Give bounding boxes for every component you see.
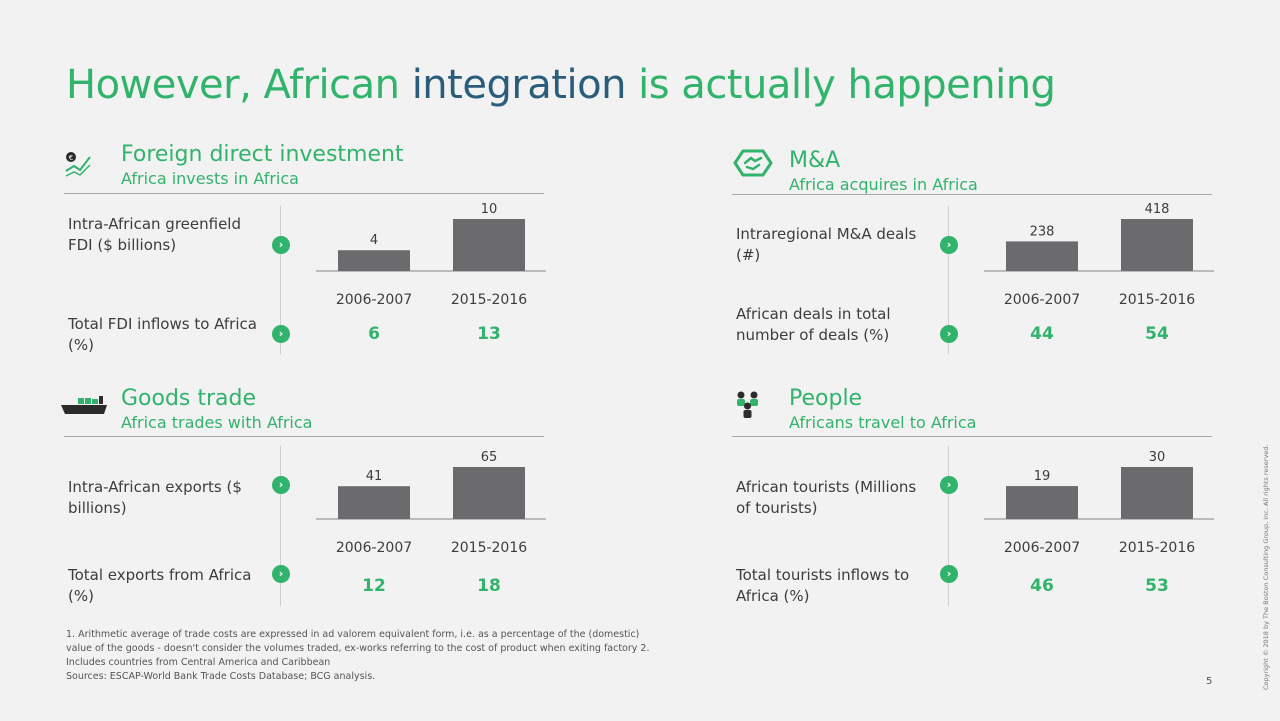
row-label: Total FDI inflows to Africa (%) bbox=[68, 315, 257, 354]
footnote-line: 1. Arithmetic average of trade costs are… bbox=[66, 629, 640, 640]
x-tick-label: 2006-2007 bbox=[336, 540, 412, 556]
arrow-icon: › bbox=[272, 565, 290, 583]
data-label: 30 bbox=[1149, 450, 1166, 465]
panel-divider bbox=[732, 194, 1212, 195]
x-tick-label: 2006-2007 bbox=[1004, 292, 1080, 308]
bar-chart: 238 2006-2007 418 2015-2016 bbox=[984, 202, 1214, 308]
panel-divider bbox=[64, 193, 544, 194]
footnote-line: Sources: ESCAP-World Bank Trade Costs Da… bbox=[66, 671, 376, 682]
vertical-separator bbox=[280, 446, 281, 606]
data-label: 238 bbox=[1030, 224, 1055, 239]
footnote: 1. Arithmetic average of trade costs are… bbox=[66, 628, 846, 684]
data-label: 418 bbox=[1145, 202, 1170, 217]
slide-title: However, African integration is actually… bbox=[66, 62, 1056, 108]
bar-chart: 19 2006-2007 30 2015-2016 bbox=[984, 450, 1214, 556]
data-label: 65 bbox=[481, 450, 498, 465]
percent-value: 46 bbox=[1030, 576, 1054, 596]
percent-value: 12 bbox=[362, 576, 386, 596]
panel-title: M&A bbox=[789, 148, 841, 173]
copyright-notice: Copyright © 2018 by The Boston Consultin… bbox=[1262, 444, 1270, 690]
row-label: African deals in total number of deals (… bbox=[736, 305, 891, 344]
data-label: 10 bbox=[481, 202, 498, 217]
percent-value: 53 bbox=[1145, 576, 1169, 596]
bar bbox=[1121, 219, 1193, 271]
footnote-line: value of the goods - doesn't consider th… bbox=[66, 643, 650, 654]
x-tick-label: 2006-2007 bbox=[1004, 540, 1080, 556]
bar bbox=[1121, 467, 1193, 519]
x-tick-label: 2015-2016 bbox=[1119, 292, 1195, 308]
data-label: 19 bbox=[1034, 469, 1051, 484]
arrow-icon: › bbox=[940, 325, 958, 343]
data-label: 4 bbox=[370, 233, 378, 248]
bar-chart: 4 2006-2007 10 2015-2016 bbox=[316, 202, 546, 308]
arrow-icon: › bbox=[272, 236, 290, 254]
bar bbox=[338, 250, 410, 271]
bar bbox=[453, 219, 525, 271]
data-label: 41 bbox=[366, 469, 383, 484]
panel-subtitle: Africa invests in Africa bbox=[121, 169, 299, 188]
arrow-icon: › bbox=[940, 236, 958, 254]
row-label: Total tourists inflows to Africa (%) bbox=[736, 566, 910, 605]
page-number: 5 bbox=[1206, 676, 1213, 687]
vertical-separator bbox=[948, 206, 949, 354]
panel-title: Foreign direct investment bbox=[121, 142, 404, 167]
footnote-line: Includes countries from Central America … bbox=[66, 657, 331, 668]
vertical-separator bbox=[948, 446, 949, 606]
arrow-icon: › bbox=[940, 565, 958, 583]
svg-text:€: € bbox=[69, 154, 73, 162]
percent-value: 18 bbox=[477, 576, 501, 596]
bar bbox=[453, 467, 525, 519]
panel-title: Goods trade bbox=[121, 386, 257, 411]
panel-ma: M&A Africa acquires in Africa Intraregio… bbox=[732, 142, 1217, 372]
handshake-icon bbox=[732, 146, 774, 184]
title-highlight: integration bbox=[411, 62, 627, 108]
percent-value: 13 bbox=[477, 324, 501, 344]
panel-divider bbox=[732, 436, 1212, 437]
x-tick-label: 2006-2007 bbox=[336, 292, 412, 308]
percent-value: 6 bbox=[368, 324, 380, 344]
title-part-3: is actually happening bbox=[638, 62, 1056, 108]
x-tick-label: 2015-2016 bbox=[451, 540, 527, 556]
x-tick-label: 2015-2016 bbox=[1119, 540, 1195, 556]
row-label: African tourists (Millions of tourists) bbox=[736, 478, 917, 517]
panel-people: People Africans travel to Africa African… bbox=[732, 386, 1217, 616]
cargo-ship-icon bbox=[60, 394, 108, 422]
row-label: Intra-African exports ($ billions) bbox=[68, 478, 242, 517]
panel-divider bbox=[64, 436, 544, 437]
arrow-icon: › bbox=[940, 476, 958, 494]
x-tick-label: 2015-2016 bbox=[451, 292, 527, 308]
panel-subtitle: Africa acquires in Africa bbox=[789, 175, 978, 194]
percent-value: 44 bbox=[1030, 324, 1054, 344]
bar-chart: 41 2006-2007 65 2015-2016 bbox=[316, 450, 546, 556]
row-label: Intra-African greenfield FDI ($ billions… bbox=[68, 215, 241, 254]
panel-fdi: € Foreign direct investment Africa inves… bbox=[64, 142, 549, 372]
vertical-separator bbox=[280, 206, 281, 354]
bar bbox=[1006, 486, 1078, 519]
bar bbox=[338, 486, 410, 519]
panel-title: People bbox=[789, 386, 863, 411]
panel-trade: Goods trade Africa trades with Africa In… bbox=[61, 386, 549, 616]
panel-subtitle: Africans travel to Africa bbox=[789, 413, 977, 432]
bar bbox=[1006, 241, 1078, 271]
arrow-icon: › bbox=[272, 476, 290, 494]
row-label: Intraregional M&A deals (#) bbox=[736, 225, 917, 264]
arrow-icon: › bbox=[272, 325, 290, 343]
investment-growth-icon: € bbox=[64, 147, 94, 181]
panel-subtitle: Africa trades with Africa bbox=[121, 413, 313, 432]
people-group-icon bbox=[732, 389, 764, 425]
percent-value: 54 bbox=[1145, 324, 1169, 344]
title-part-1: However, African bbox=[66, 62, 400, 108]
row-label: Total exports from Africa (%) bbox=[68, 566, 252, 605]
